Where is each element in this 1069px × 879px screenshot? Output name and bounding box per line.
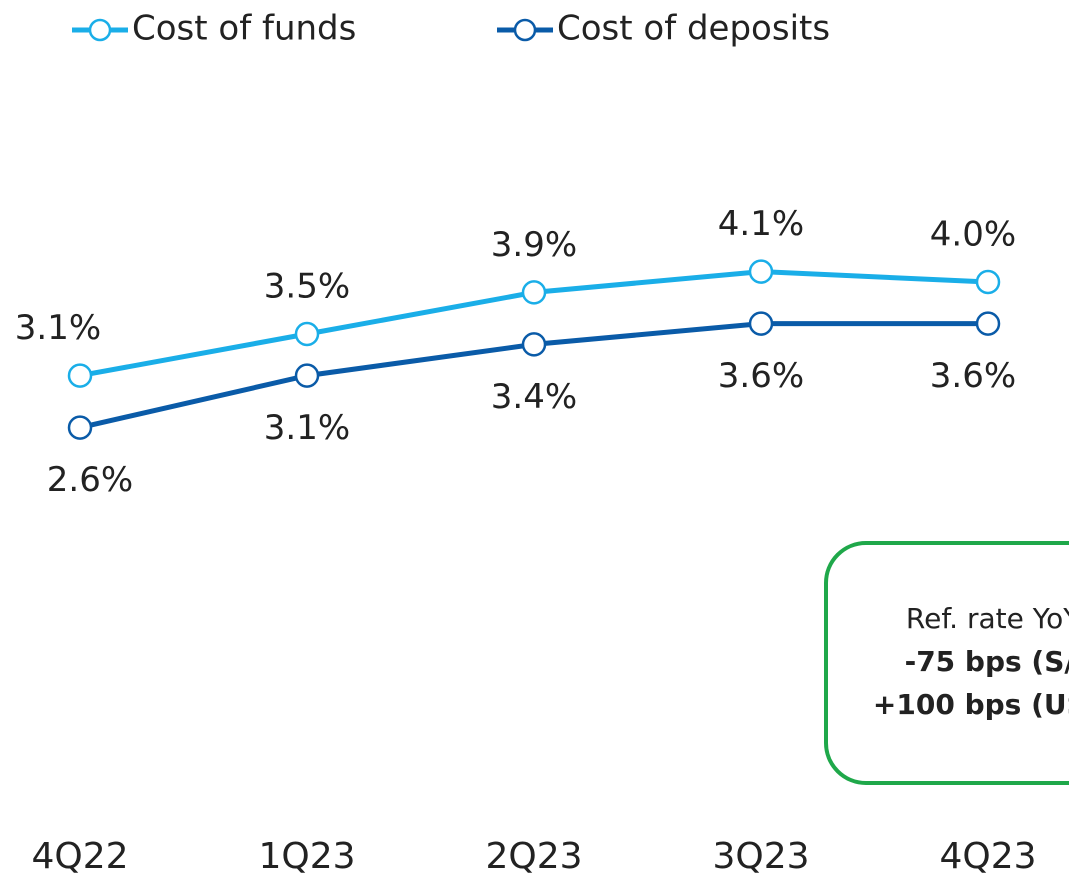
legend-marker <box>88 18 112 42</box>
legend-label: Cost of funds <box>132 9 356 49</box>
data-label: 3.5% <box>264 267 350 307</box>
data-point <box>748 259 774 284</box>
data-point <box>521 280 547 305</box>
annotation-text: +100 bps (US$) <box>873 688 1069 721</box>
data-point <box>748 311 774 336</box>
annotation-text: Ref. rate YoY: <box>906 602 1069 635</box>
data-label: 4.0% <box>930 215 1016 255</box>
x-tick-label: 1Q23 <box>258 836 355 877</box>
data-point <box>67 363 93 388</box>
x-tick-label: 2Q23 <box>485 836 582 877</box>
data-label: 3.6% <box>718 356 804 396</box>
x-tick-label: 4Q22 <box>31 836 128 877</box>
data-point <box>294 363 320 388</box>
data-label: 3.1% <box>15 308 101 348</box>
data-point <box>67 415 93 440</box>
data-label: 3.1% <box>264 408 350 448</box>
data-point <box>975 269 1001 295</box>
legend-label: Cost of deposits <box>557 9 830 49</box>
data-label: 3.4% <box>491 377 577 417</box>
x-tick-label: 3Q23 <box>712 836 809 877</box>
data-label: 3.9% <box>491 225 577 265</box>
data-label: 3.6% <box>930 356 1016 396</box>
data-point <box>521 332 547 357</box>
annotation-text: -75 bps (S/) <box>905 645 1069 678</box>
data-point <box>294 321 320 347</box>
annotation-box <box>824 541 1069 785</box>
data-label: 2.6% <box>47 460 133 500</box>
data-label: 4.1% <box>718 204 804 244</box>
legend-marker <box>513 18 537 42</box>
x-tick-label: 4Q23 <box>939 836 1036 877</box>
data-point <box>975 311 1001 336</box>
